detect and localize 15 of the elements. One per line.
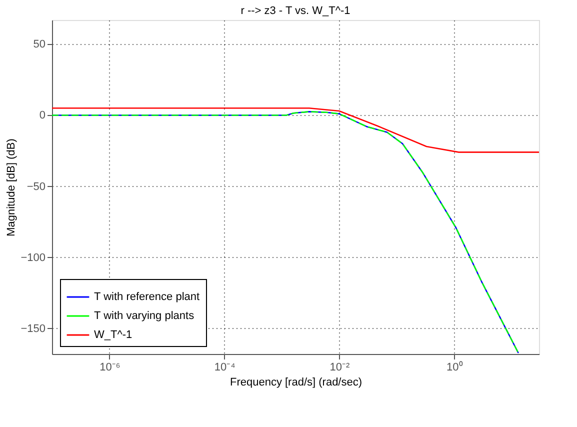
legend-label: T with reference plant <box>94 291 200 303</box>
y-tick-label: −100 <box>20 252 46 264</box>
x-tick-label: 10⁻⁶ <box>100 362 120 374</box>
legend-label: T with varying plants <box>94 310 195 322</box>
chart-title: r --> z3 - T vs. W_T^-1 <box>240 5 350 17</box>
x-tick-label: 10⁻² <box>330 362 350 374</box>
y-tick-label: −150 <box>20 322 46 335</box>
y-axis-title: Magnitude [dB] (dB) <box>6 138 18 236</box>
x-axis-title: Frequency [rad/s] (rad/sec) <box>230 376 362 388</box>
y-tick-label: 50 <box>33 38 46 51</box>
legend-label: W_T^-1 <box>94 329 132 341</box>
y-tick-label: 0 <box>39 110 46 122</box>
y-tick-label: −50 <box>26 180 46 193</box>
x-tick-label: 10⁰ <box>446 360 463 374</box>
x-tick-label: 10⁻⁴ <box>214 362 236 374</box>
